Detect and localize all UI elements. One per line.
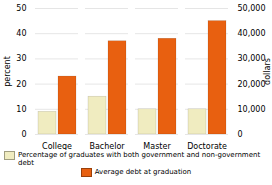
svg-text:50,000: 50,000: [238, 4, 266, 13]
svg-text:percent: percent: [3, 56, 12, 87]
svg-text:10,000: 10,000: [238, 105, 266, 114]
svg-text:dollars: dollars: [263, 58, 272, 85]
svg-text:Master: Master: [143, 142, 171, 150]
svg-text:30: 30: [16, 54, 26, 63]
svg-text:20,000: 20,000: [238, 80, 266, 89]
svg-text:Bachelor: Bachelor: [89, 142, 125, 150]
svg-text:20: 20: [16, 80, 26, 89]
svg-text:30,000: 30,000: [238, 54, 266, 63]
svg-text:40,000: 40,000: [238, 29, 266, 38]
svg-text:0: 0: [238, 130, 243, 139]
html-text:Average debt at graduation: Average debt at graduation: [94, 168, 192, 176]
svg-text:College: College: [42, 142, 72, 150]
svg-text:40: 40: [16, 29, 26, 38]
svg-text:0: 0: [21, 130, 26, 139]
html-text:Percentage of graduates with b: Percentage of graduates with both govern…: [18, 151, 261, 167]
svg-text:50: 50: [16, 4, 26, 13]
svg-text:Doctorate: Doctorate: [187, 142, 227, 150]
svg-text:10: 10: [16, 105, 26, 114]
